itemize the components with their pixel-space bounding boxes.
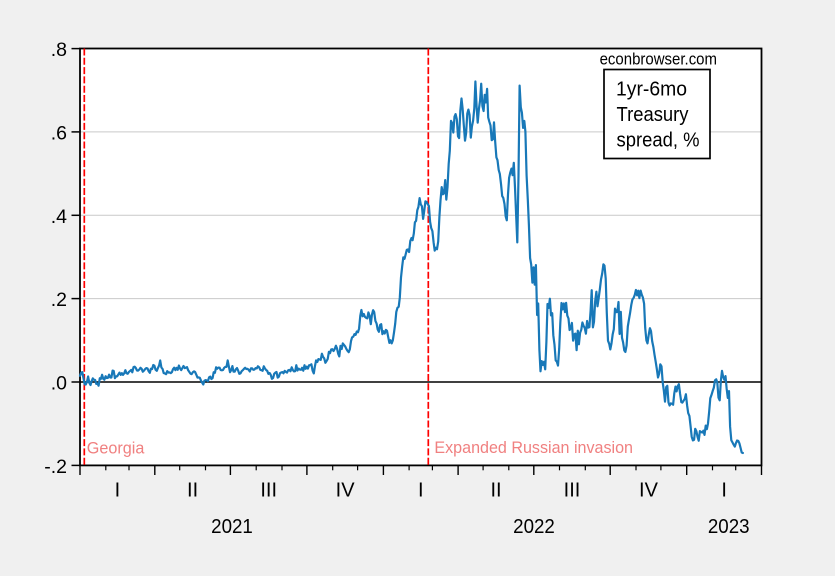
svg-text:III: III	[564, 480, 581, 502]
svg-text:Expanded Russian invasion: Expanded Russian invasion	[434, 438, 633, 457]
svg-text:econbrowser.com: econbrowser.com	[600, 51, 717, 69]
svg-text:.0: .0	[51, 373, 67, 395]
svg-text:III: III	[260, 480, 277, 502]
svg-text:I: I	[418, 480, 424, 502]
svg-text:spread, %: spread, %	[617, 130, 700, 152]
svg-text:IV: IV	[639, 480, 659, 502]
svg-text:2021: 2021	[211, 515, 253, 538]
svg-text:1yr-6mo: 1yr-6mo	[616, 79, 687, 101]
svg-text:I: I	[721, 480, 727, 502]
svg-text:Georgia: Georgia	[87, 439, 145, 458]
svg-text:2022: 2022	[513, 515, 555, 538]
svg-text:-.2: -.2	[44, 456, 67, 478]
svg-text:IV: IV	[336, 480, 356, 502]
svg-text:II: II	[187, 480, 198, 502]
svg-text:.2: .2	[51, 289, 67, 311]
svg-text:.8: .8	[51, 39, 67, 61]
svg-text:I: I	[115, 480, 121, 502]
svg-text:Treasury: Treasury	[617, 104, 689, 126]
svg-text:.6: .6	[51, 122, 67, 144]
svg-text:2023: 2023	[708, 515, 750, 538]
svg-text:.4: .4	[51, 206, 67, 228]
svg-text:II: II	[490, 480, 501, 502]
